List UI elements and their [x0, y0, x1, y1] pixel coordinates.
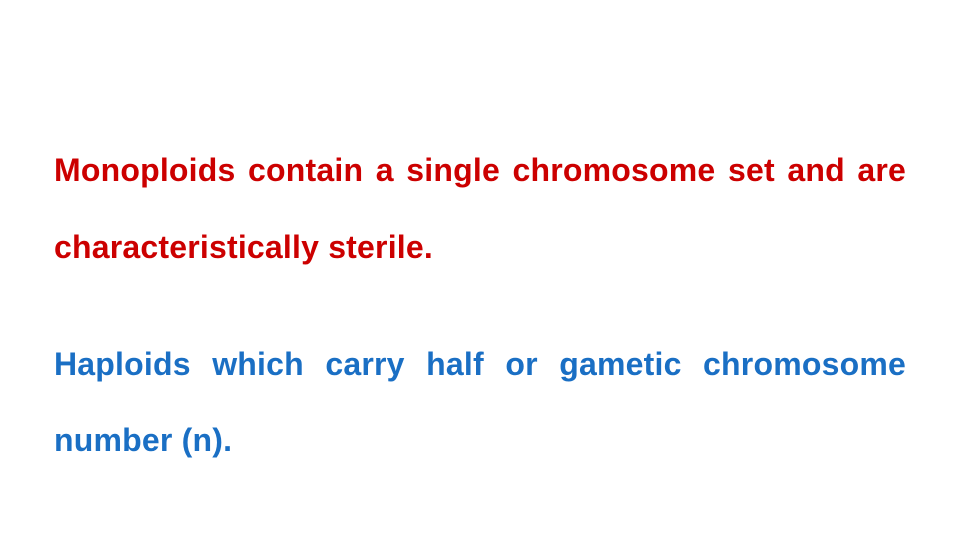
paragraph-monoploids: Monoploids contain a single chromosome s… [54, 132, 906, 286]
paragraph-haploids: Haploids which carry half or gametic chr… [54, 326, 906, 480]
slide: Monoploids contain a single chromosome s… [0, 0, 960, 540]
